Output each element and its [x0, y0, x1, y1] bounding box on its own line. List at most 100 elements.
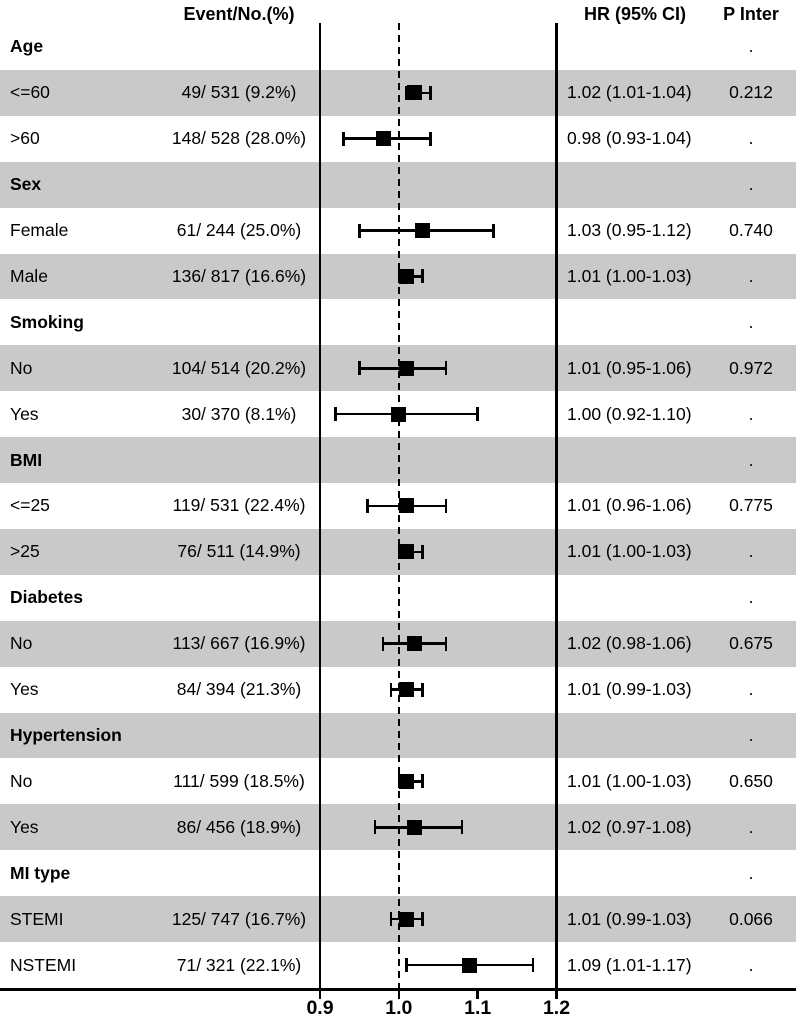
row-label: Age	[10, 36, 44, 57]
p-value: 0.972	[729, 357, 773, 378]
row-label: Yes	[10, 816, 39, 837]
hr-marker	[399, 911, 415, 927]
hr-value: 1.02 (0.98-1.06)	[567, 633, 692, 654]
ci-cap-low	[366, 498, 369, 513]
column-header-pinter: P Inter	[723, 4, 779, 24]
table-row: <=25 119/ 531 (22.4%) 1.01 (0.96-1.06) 0…	[0, 483, 796, 529]
ci-cap-low	[381, 636, 385, 651]
ci-cap-high	[429, 131, 432, 146]
p-value: .	[748, 311, 754, 332]
ci-line	[335, 412, 478, 416]
hr-value: 1.01 (0.95-1.06)	[567, 357, 692, 378]
ci-cap-low	[405, 85, 408, 100]
ci-cap-low	[389, 682, 393, 697]
hr-value: 0.98 (0.93-1.04)	[567, 128, 692, 149]
row-label: STEMI	[10, 908, 64, 929]
event-count: 111/ 599 (18.5%)	[173, 770, 305, 791]
row-label: Diabetes	[10, 587, 83, 608]
table-row: Yes 84/ 394 (21.3%) 1.01 (0.99-1.03) .	[0, 667, 796, 713]
p-value: 0.650	[729, 770, 773, 791]
event-count: 30/ 370 (8.1%)	[181, 403, 297, 424]
x-axis-tick-label: 1.1	[464, 997, 492, 1019]
x-axis-tick-label: 1.0	[385, 997, 413, 1019]
x-axis-tick	[476, 988, 479, 999]
ci-cap-low	[405, 958, 408, 973]
hr-value: 1.02 (1.01-1.04)	[567, 82, 692, 103]
hr-value: 1.03 (0.95-1.12)	[567, 220, 692, 241]
x-axis-tick	[397, 988, 401, 999]
ci-cap-high	[421, 774, 424, 789]
p-value: .	[748, 265, 754, 286]
ci-cap-low	[373, 820, 377, 835]
ci-cap-low	[358, 361, 361, 376]
row-label: <=25	[10, 495, 50, 516]
ci-cap-high	[444, 361, 448, 376]
ci-cap-high	[421, 544, 424, 559]
x-axis-tick	[318, 988, 322, 999]
event-count	[114, 24, 364, 70]
row-label: Hypertension	[10, 725, 122, 745]
hr-marker	[375, 131, 391, 147]
row-label: Sex	[10, 174, 42, 195]
ci-cap-high	[421, 269, 424, 284]
ci-cap-high	[444, 498, 448, 513]
hr-marker	[399, 682, 415, 698]
event-count: 125/ 747 (16.7%)	[171, 908, 307, 929]
event-count	[114, 713, 364, 759]
hr-marker	[407, 85, 423, 101]
event-count: 84/ 394 (21.3%)	[176, 679, 302, 700]
event-count: 71/ 321 (22.1%)	[176, 954, 302, 975]
p-value: .	[748, 954, 754, 975]
hr-value: 1.01 (0.99-1.03)	[567, 908, 692, 929]
x-axis-tick-label: 0.9	[306, 997, 334, 1019]
hr-marker	[399, 544, 415, 560]
table-row: Female 61/ 244 (25.0%) 1.03 (0.95-1.12) …	[0, 208, 796, 254]
p-value: 0.775	[729, 495, 773, 516]
row-label: NSTEMI	[10, 954, 77, 975]
ci-cap-high	[429, 85, 432, 100]
hr-marker	[414, 223, 430, 239]
table-row: Smoking .	[0, 299, 796, 345]
row-label: No	[10, 633, 33, 654]
hr-value: 1.01 (1.00-1.03)	[567, 770, 692, 791]
row-label: Yes	[10, 403, 39, 424]
row-label: Female	[10, 220, 69, 241]
p-value: .	[748, 449, 754, 470]
hr-marker	[407, 819, 423, 835]
ci-cap-low	[334, 407, 338, 422]
row-label: No	[10, 770, 33, 791]
p-value: 0.740	[729, 220, 773, 241]
ci-cap-low	[389, 912, 393, 927]
ci-cap-low	[358, 223, 361, 238]
p-value: .	[748, 36, 754, 57]
p-value: 0.212	[729, 82, 773, 103]
p-value: .	[748, 128, 754, 149]
p-value: .	[748, 174, 754, 195]
x-axis-tick	[555, 988, 558, 999]
p-value: .	[748, 541, 754, 562]
p-value: 0.675	[729, 633, 773, 654]
p-value: .	[748, 816, 754, 837]
table-row: NSTEMI 71/ 321 (22.1%) 1.09 (1.01-1.17) …	[0, 942, 796, 988]
table-row: Age .	[0, 24, 796, 70]
hr-value: 1.01 (1.00-1.03)	[567, 265, 692, 286]
reference-line	[397, 23, 401, 988]
event-count	[114, 299, 364, 345]
event-count: 136/ 817 (16.6%)	[171, 265, 307, 286]
hr-marker	[399, 498, 415, 514]
ci-cap-high	[421, 682, 424, 697]
row-label: No	[10, 357, 33, 378]
ci-cap-high	[531, 958, 535, 973]
event-count: 86/ 456 (18.9%)	[176, 816, 302, 837]
column-header-hr: HR (95% CI)	[583, 4, 686, 24]
ci-cap-high	[460, 820, 464, 835]
table-row: MI type .	[0, 850, 796, 896]
hr-marker	[407, 636, 423, 652]
ci-cap-high	[444, 636, 448, 651]
hr-value: 1.01 (0.96-1.06)	[567, 495, 692, 516]
row-label: BMI	[10, 449, 43, 470]
event-count: 76/ 511 (14.9%)	[177, 541, 301, 562]
axis-line-right	[555, 23, 558, 988]
x-axis-tick-label: 1.2	[542, 997, 571, 1019]
